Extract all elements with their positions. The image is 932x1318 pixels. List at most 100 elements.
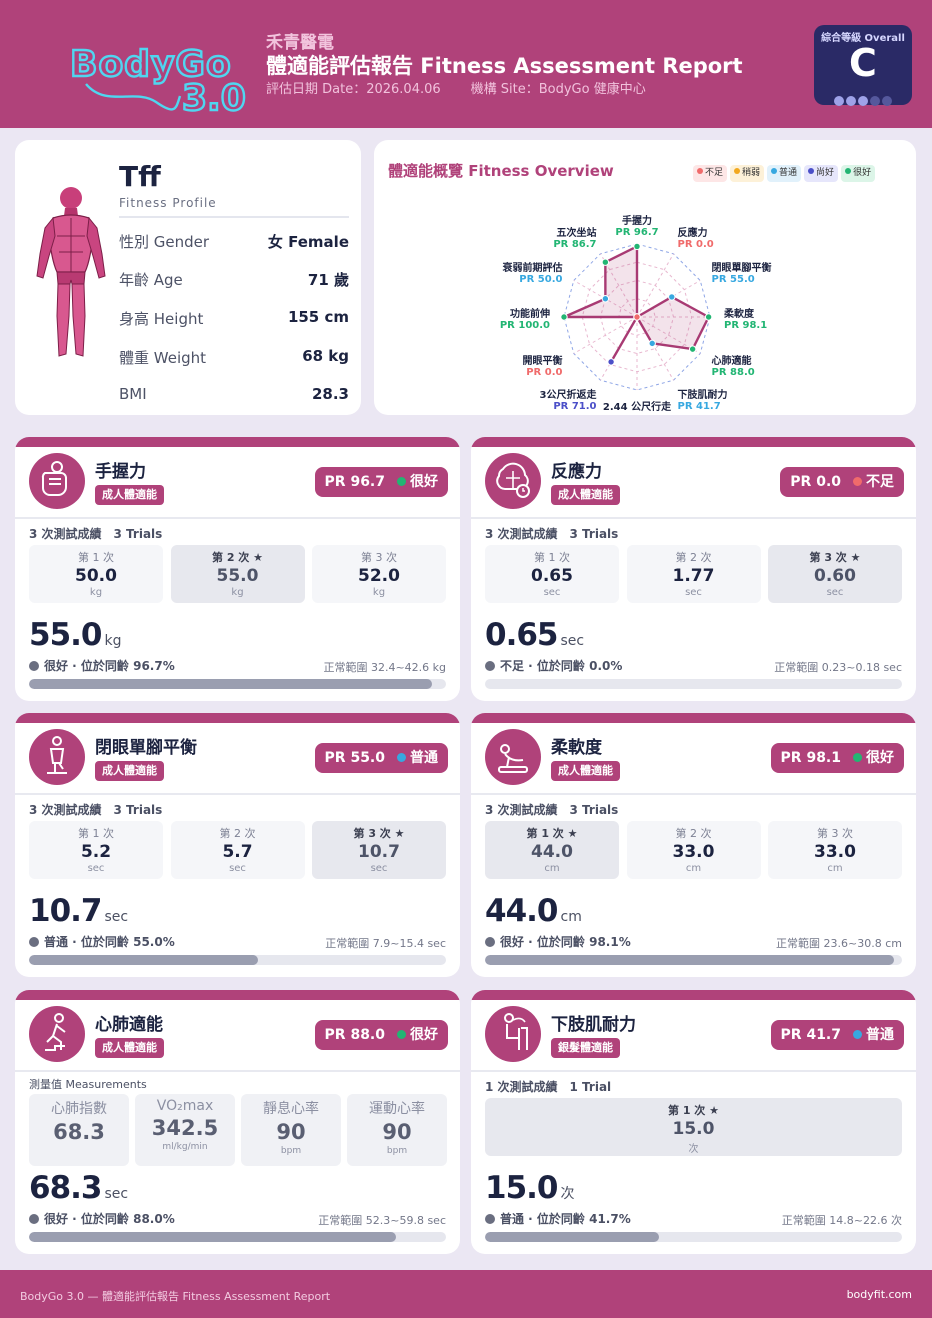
result-unit: cm [560, 909, 582, 925]
test-category-badge: 成人體適能 [95, 485, 164, 505]
trials-heading: 3 次測試成績 3 Trials [29, 801, 162, 818]
pr-value: PR 0.0 [790, 474, 841, 490]
card-accent-bar [471, 990, 916, 1000]
trial-label: 第 3 次 ★ [353, 827, 405, 840]
result-value: 0.65 [485, 617, 558, 653]
test-card: 柔軟度 成人體適能 PR 98.1 很好 3 次測試成績 3 Trials 第 1 次 ★ 4… [471, 713, 916, 977]
pr-value: PR 41.7 [780, 1027, 841, 1043]
trial-unit: sec [543, 587, 561, 598]
legend-dot-icon [845, 168, 852, 174]
measurement-box: 靜息心率 90 bpm [241, 1094, 341, 1166]
legend-dot-icon [808, 168, 815, 174]
level-dot-icon [397, 477, 406, 486]
legend-label: 普通 [779, 168, 798, 178]
radar-axis-pr: PR 50.0 [519, 273, 563, 285]
result-unit: sec [104, 909, 129, 925]
profile-label: 體重 Weight [119, 349, 207, 367]
result-status: 很好 · 位於同齡 88.0% [29, 1210, 175, 1227]
measurement-label: 心肺指數 [51, 1101, 107, 1117]
result-value: 10.7 [29, 893, 102, 929]
radar-axis-pr: PR 88.0 [711, 366, 755, 378]
level-dot-icon [397, 753, 406, 762]
legend-item: 稍弱 [730, 165, 765, 182]
result-unit: 次 [560, 1186, 575, 1202]
measurement-unit: ml/kg/min [162, 1142, 208, 1152]
report-meta: 評估日期 Date：2026.04.06 機構 Site：BodyGo 健康中心 [266, 78, 646, 97]
result-value: 68.3 [29, 1170, 102, 1206]
normal-range: 正常範圍 7.9~15.4 sec [325, 937, 446, 950]
svg-text:BodyGo: BodyGo [70, 44, 232, 85]
radar-axis-pr: PR 71.0 [553, 400, 597, 412]
trial-value: 0.60 [814, 566, 856, 586]
trial-label: 第 3 次 [361, 551, 397, 564]
trials-label-en: 1 Trial [569, 1080, 612, 1094]
status-text: 普通 · 位於同齡 41.7% [500, 1212, 631, 1226]
trial-box: 第 2 次 ★ 55.0 kg [170, 545, 305, 603]
trial-value: 5.7 [222, 842, 253, 862]
trial-value: 5.2 [80, 842, 112, 862]
radar-axis-label: 手握力 PR 96.7 [592, 212, 682, 238]
radar-axis-name: 手握力 [622, 216, 652, 227]
legend-item: 普通 [767, 165, 802, 182]
radar-axis-pr: PR 86.7 [553, 239, 597, 251]
grade-dot [858, 96, 868, 106]
percentile-progress-bar [485, 1232, 902, 1242]
radar-point [601, 295, 610, 303]
pr-value: PR 55.0 [324, 750, 385, 766]
grade-dots [814, 91, 912, 110]
card-accent-bar [471, 713, 916, 723]
radar-axis-line [573, 316, 638, 354]
radar-series-area [562, 245, 710, 364]
overview-card: 體適能概覽 Fitness Overview 不足 稍弱 普通 尚好 很好 手握力 PR … [374, 140, 916, 415]
radar-axis-pr: PR 41.7 [677, 400, 721, 412]
radar-axis-label: 心肺適能 PR 88.0 [712, 352, 755, 378]
measurement-label: 靜息心率 [263, 1101, 319, 1117]
card-divider [15, 1070, 460, 1072]
level-label: 很好 [410, 474, 438, 490]
card-divider [15, 793, 460, 795]
status-text: 很好 · 位於同齡 88.0% [44, 1212, 175, 1226]
card-divider [15, 517, 460, 519]
profile-label: 身高 Height [119, 310, 204, 328]
progress-fill [29, 955, 259, 965]
card-accent-bar [15, 437, 460, 447]
level-label: 不足 [866, 474, 894, 490]
cardio-runner-icon [29, 1006, 85, 1062]
test-card: 下肢肌耐力 銀髮體適能 PR 41.7 普通 1 次測試成績 1 Trial 第 1 次 ★… [471, 990, 916, 1254]
radar-axis-label: 柔軟度 PR 98.1 [724, 305, 767, 331]
brand-name: 禾青醫電 [266, 33, 334, 53]
trials-label-en: 3 Trials [113, 803, 163, 817]
trial-label: 第 3 次 ★ [809, 551, 861, 564]
radar-axis-label: 五次坐站 PR 86.7 [507, 224, 597, 251]
result-value-group: 15.0 次 [485, 1170, 575, 1206]
status-text: 很好 · 位於同齡 96.7% [44, 659, 175, 673]
chair-stand-icon [485, 1006, 541, 1062]
measurement-box: VO₂max 342.5 ml/kg/min [135, 1094, 235, 1166]
radar-axis-name: 開眼平衡 [522, 355, 563, 367]
status-dot-icon [29, 661, 39, 671]
result-status: 很好 · 位於同齡 96.7% [29, 657, 175, 674]
trial-unit: kg [372, 587, 386, 598]
normal-range: 正常範圍 32.4~42.6 kg [323, 661, 446, 674]
trial-value: 1.77 [672, 566, 715, 586]
result-unit: sec [560, 633, 585, 649]
bodygo-logo: BodyGo 3.0 [69, 43, 247, 114]
grip-strength-icon [29, 453, 85, 509]
footer-website-link[interactable]: bodyfit.com [846, 1288, 912, 1301]
trials-heading: 3 次測試成績 3 Trials [485, 525, 618, 542]
legend-item: 很好 [841, 165, 876, 182]
card-accent-bar [471, 437, 916, 447]
normal-range: 正常範圍 0.23~0.18 sec [774, 661, 902, 674]
body-figure-icon [36, 187, 106, 357]
trial-box: 第 2 次 1.77 sec [626, 545, 761, 603]
grade-dot [882, 96, 892, 106]
radar-point [648, 339, 656, 348]
radar-axis-label: 2.44 公尺行走 [592, 398, 682, 413]
card-divider [471, 793, 916, 795]
trial-unit: sec [685, 587, 702, 598]
status-text: 很好 · 位於同齡 98.1% [500, 935, 631, 949]
trial-box: 第 1 次 5.2 sec [29, 821, 163, 879]
trial-box: 第 1 次 ★ 44.0 cm [485, 821, 619, 879]
trial-box: 第 1 次 0.65 sec [485, 545, 619, 603]
radar-axis-label: 閉眼單腳平衡 PR 55.0 [712, 259, 772, 285]
